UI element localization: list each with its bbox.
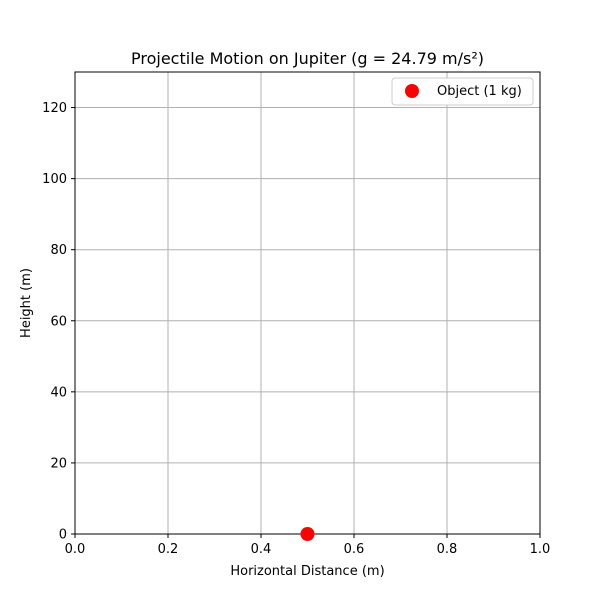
y-tick-label: 40: [50, 385, 67, 400]
legend-marker: [405, 84, 419, 98]
legend: Object (1 kg): [391, 77, 534, 106]
legend-box: [391, 77, 534, 106]
x-tick-label: 0.6: [344, 542, 365, 557]
y-tick-label: 60: [50, 314, 67, 329]
x-tick-label: 0.4: [251, 542, 272, 557]
chart-title: Projectile Motion on Jupiter (g = 24.79 …: [131, 49, 484, 68]
axis-ticks: 0.0 0.2 0.4 0.6 0.8 1.0 0 20 40 60 80 100 120: [42, 101, 550, 557]
grid: [74, 72, 541, 535]
y-tick-label: 100: [42, 172, 67, 187]
x-tick-label: 1.0: [530, 542, 551, 557]
y-tick-label: 20: [50, 456, 67, 471]
y-tick-label: 0: [59, 528, 67, 543]
y-tick-label: 80: [50, 243, 67, 258]
x-tick-label: 0.8: [437, 542, 458, 557]
legend-label: Object (1 kg): [437, 84, 522, 99]
data-series: [300, 527, 315, 541]
data-point: [300, 527, 315, 541]
x-axis-label: Horizontal Distance (m): [230, 564, 384, 579]
y-axis-label: Height (m): [19, 268, 34, 338]
y-tick-label: 120: [42, 101, 67, 116]
x-tick-label: 0.2: [158, 542, 179, 557]
x-tick-label: 0.0: [65, 542, 86, 557]
